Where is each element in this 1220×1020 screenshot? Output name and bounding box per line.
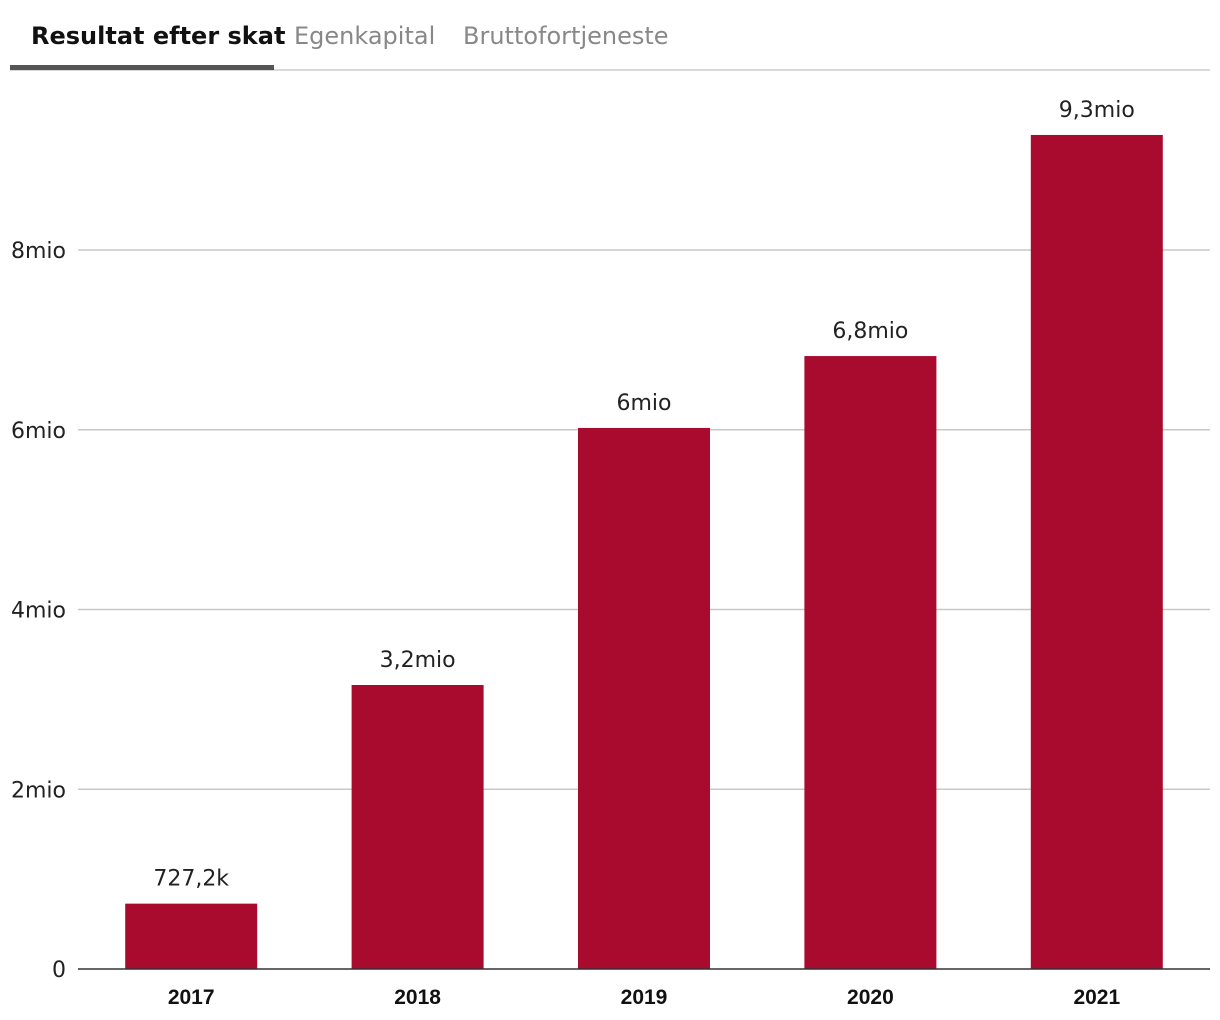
data-label: 9,3mio xyxy=(1059,98,1135,123)
tab-bar: Resultat efter skat Egenkapital Bruttofo… xyxy=(10,0,1210,71)
y-tick-label: 6mio xyxy=(11,419,66,444)
tab-bruttofortjeneste[interactable]: Bruttofortjeneste xyxy=(463,22,669,50)
x-tick-label: 2020 xyxy=(847,986,894,1009)
x-tick-label: 2017 xyxy=(168,986,215,1009)
bar-2021[interactable] xyxy=(1030,134,1163,969)
x-tick-label: 2018 xyxy=(394,986,441,1009)
y-tick-label: 4mio xyxy=(11,599,66,624)
bar-2018[interactable] xyxy=(351,684,484,969)
data-label: 6,8mio xyxy=(832,319,908,344)
data-label: 6mio xyxy=(617,391,672,416)
y-tick-label: 2mio xyxy=(11,778,66,803)
tab-egenkapital[interactable]: Egenkapital xyxy=(294,22,436,50)
data-label: 3,2mio xyxy=(380,648,456,673)
bar-2019[interactable] xyxy=(578,427,710,969)
active-tab-indicator xyxy=(10,65,274,70)
y-tick-label: 8mio xyxy=(11,239,66,264)
bar-2020[interactable] xyxy=(804,356,937,969)
bar-2017[interactable] xyxy=(125,903,258,969)
x-tick-label: 2019 xyxy=(621,986,668,1009)
x-tick-label: 2021 xyxy=(1073,986,1120,1009)
data-label: 727,2k xyxy=(153,867,229,892)
tab-resultat-efter-skat[interactable]: Resultat efter skat xyxy=(31,22,286,50)
y-tick-label: 0 xyxy=(52,958,66,983)
